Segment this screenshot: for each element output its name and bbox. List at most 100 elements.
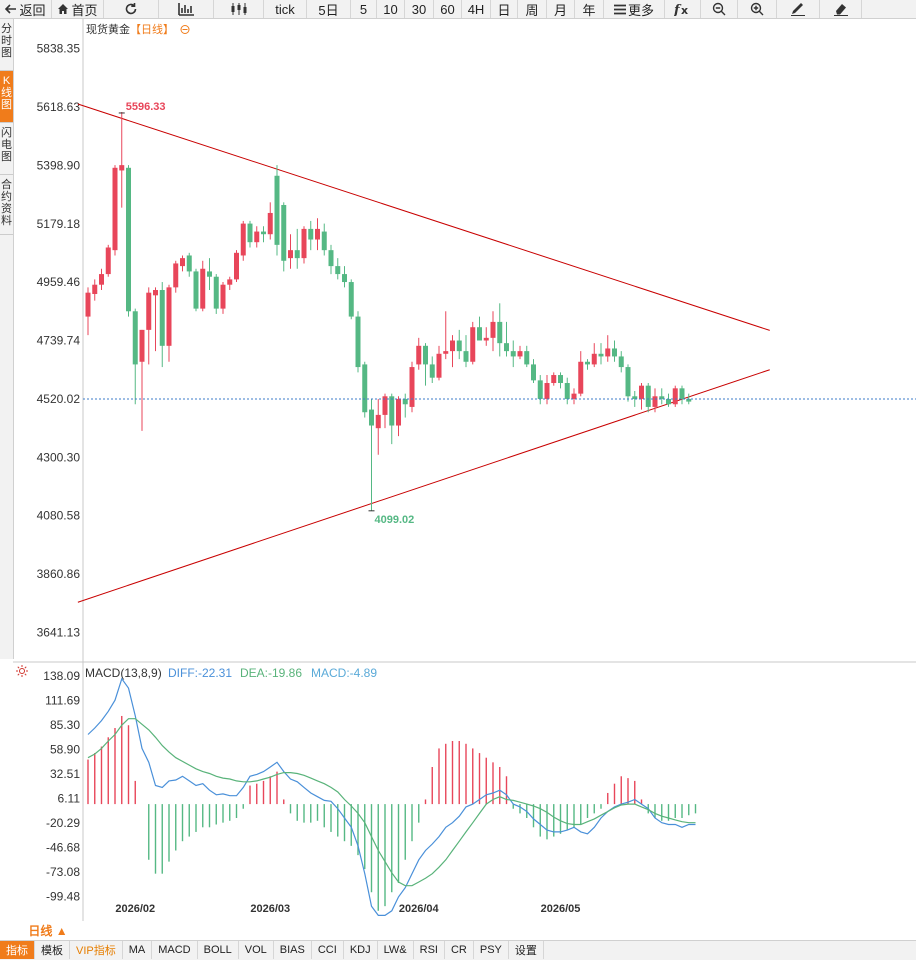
period-5day-button[interactable]: 5日 (307, 0, 351, 18)
price-tick-label: 3860.86 (37, 567, 81, 581)
tick-button[interactable]: tick (264, 0, 307, 18)
candle-body (524, 351, 530, 365)
candlestick-button[interactable] (214, 0, 264, 18)
candle-body (227, 279, 233, 285)
macd-tick-label: -46.68 (46, 840, 80, 854)
period-month-label: 月 (553, 2, 567, 18)
period-30-button[interactable]: 30 (405, 0, 434, 18)
candle-body (193, 271, 199, 309)
candle-body (200, 268, 206, 309)
candle-body (213, 276, 219, 309)
candle-body (166, 287, 172, 346)
price-tick-label: 3641.13 (37, 625, 81, 639)
indicator-tab-8[interactable]: CCI (312, 941, 344, 959)
indicator-tab-13[interactable]: PSY (474, 941, 509, 959)
candle-body (126, 167, 131, 312)
home-button[interactable]: 首页 (52, 0, 104, 18)
indicator-tab-3[interactable]: MA (123, 941, 153, 959)
macd-tick-label: 85.30 (50, 718, 80, 732)
period-10-button[interactable]: 10 (377, 0, 405, 18)
svg-text:x: x (681, 4, 688, 16)
candle-body (490, 321, 496, 338)
indicator-settings-icon (16, 665, 28, 677)
more-label: 更多 (627, 2, 654, 18)
zoom-out-button[interactable] (701, 0, 738, 18)
macd-tick-label: 111.69 (45, 693, 80, 707)
high-price-label: 5596.33 (126, 101, 166, 113)
macd-tick-label: -20.29 (46, 816, 80, 830)
symbol-name: 现货黄金 (86, 22, 130, 36)
candle-body (362, 364, 368, 413)
candle-body (396, 398, 401, 426)
period-5-button[interactable]: 5 (351, 0, 377, 18)
indicator-tab-5[interactable]: BOLL (198, 941, 239, 959)
candle-body (220, 284, 226, 309)
back-arrow-icon (5, 3, 17, 15)
candle-body (531, 364, 536, 381)
candle-body (321, 231, 327, 251)
candle-body (288, 250, 293, 259)
side-tab-1[interactable]: K线图 (0, 71, 13, 123)
candle-body (139, 329, 145, 362)
indicator-tab-11[interactable]: RSI (414, 941, 445, 959)
triangle-trendline (77, 369, 770, 603)
period-4h-label: 4H (467, 1, 485, 17)
indicator-tab-9[interactable]: KDJ (344, 941, 378, 959)
candle-body (585, 361, 590, 365)
candle-body (355, 316, 361, 368)
period-year-button[interactable]: 年 (575, 0, 604, 18)
indicator-tab-0[interactable]: 指标 (0, 941, 35, 959)
draw-button[interactable] (777, 0, 820, 18)
indicator-tab-14[interactable]: 设置 (509, 941, 544, 959)
candle-body (666, 398, 671, 405)
candle-body (578, 361, 584, 394)
chart-title: 现货黄金【日线】 (86, 22, 174, 36)
macd-title: MACD(13,8,9) (85, 666, 162, 680)
zoom-in-button[interactable] (738, 0, 777, 18)
period-10-label: 10 (383, 1, 398, 17)
candle-body (173, 263, 179, 288)
back-button[interactable]: 返回 (0, 0, 52, 18)
period-day-button[interactable]: 日 (491, 0, 518, 18)
indicator-tab-7[interactable]: BIAS (274, 941, 312, 959)
period-month-button[interactable]: 月 (547, 0, 575, 18)
period-4h-button[interactable]: 4H (462, 0, 491, 18)
candle-body (652, 396, 658, 407)
candle-body (234, 252, 239, 280)
chart-area[interactable]: 现货黄金【日线】 5838.35 5618.63 5398.90 5179.18 4959… (0, 19, 916, 921)
indicator-tab-1[interactable]: 模板 (35, 941, 70, 959)
candle-body (605, 348, 611, 357)
candle-body (591, 353, 597, 365)
indicator-tab-6[interactable]: VOL (239, 941, 274, 959)
indicator-tab-10[interactable]: LW& (378, 941, 414, 959)
candle-body (254, 231, 260, 243)
indicator-tab-4[interactable]: MACD (152, 941, 198, 959)
candle-body (598, 353, 604, 357)
price-tick-label: 4520.02 (37, 392, 81, 406)
period-week-button[interactable]: 周 (518, 0, 547, 18)
candle-body (551, 375, 557, 384)
candle-body (618, 356, 624, 368)
zoom-in-icon (750, 2, 764, 16)
side-tab-3[interactable]: 合约资料 (0, 175, 13, 235)
candle-body (463, 351, 469, 362)
candle-body (267, 212, 273, 235)
menu-icon (613, 4, 626, 15)
price-tick-label: 5838.35 (37, 42, 81, 56)
macd-tick-label: 138.09 (43, 669, 80, 683)
zoom-out-icon (712, 2, 726, 16)
side-tab-2[interactable]: 闪电图 (0, 123, 13, 175)
bar-chart-button[interactable] (159, 0, 214, 18)
candle-body (632, 396, 638, 399)
refresh-button[interactable] (104, 0, 159, 18)
candle-body (119, 165, 125, 171)
indicator-tab-2[interactable]: VIP指标 (70, 941, 123, 959)
more-button[interactable]: 更多 (604, 0, 665, 18)
clear-drawing-button[interactable] (820, 0, 862, 18)
indicator-tab-12[interactable]: CR (445, 941, 474, 959)
candle-body (645, 385, 651, 407)
period-60-button[interactable]: 60 (434, 0, 462, 18)
period-select-button[interactable]: 日线 ▲ (13, 921, 83, 939)
side-tab-0[interactable]: 分时图 (0, 19, 13, 71)
